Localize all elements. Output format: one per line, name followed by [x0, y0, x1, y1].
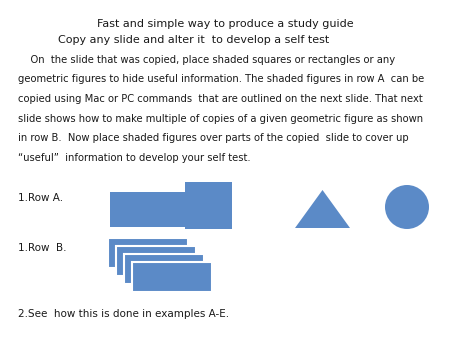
Text: Fast and simple way to produce a study guide: Fast and simple way to produce a study g…: [97, 19, 353, 29]
Bar: [116, 246, 196, 276]
Text: On  the slide that was copied, place shaded squares or rectangles or any: On the slide that was copied, place shad…: [18, 55, 395, 65]
Text: in row B.  Now place shaded figures over parts of the copied  slide to cover up: in row B. Now place shaded figures over …: [18, 133, 409, 143]
Text: 2.See  how this is done in examples A-E.: 2.See how this is done in examples A-E.: [18, 309, 229, 319]
Bar: [110, 192, 185, 227]
Bar: [124, 254, 204, 284]
Bar: [185, 182, 232, 229]
Bar: [108, 238, 188, 268]
Bar: [132, 262, 212, 292]
Text: 1.Row  B.: 1.Row B.: [18, 243, 67, 254]
Circle shape: [385, 185, 429, 229]
Text: “useful”  information to develop your self test.: “useful” information to develop your sel…: [18, 153, 251, 163]
Polygon shape: [295, 190, 350, 228]
Text: 1.Row A.: 1.Row A.: [18, 193, 63, 203]
Text: Copy any slide and alter it  to develop a self test: Copy any slide and alter it to develop a…: [58, 35, 330, 46]
Text: copied using Mac or PC commands  that are outlined on the next slide. That next: copied using Mac or PC commands that are…: [18, 94, 423, 104]
Text: geometric figures to hide useful information. The shaded figures in row A  can b: geometric figures to hide useful informa…: [18, 74, 424, 84]
Text: slide shows how to make multiple of copies of a given geometric figure as shown: slide shows how to make multiple of copi…: [18, 114, 423, 124]
